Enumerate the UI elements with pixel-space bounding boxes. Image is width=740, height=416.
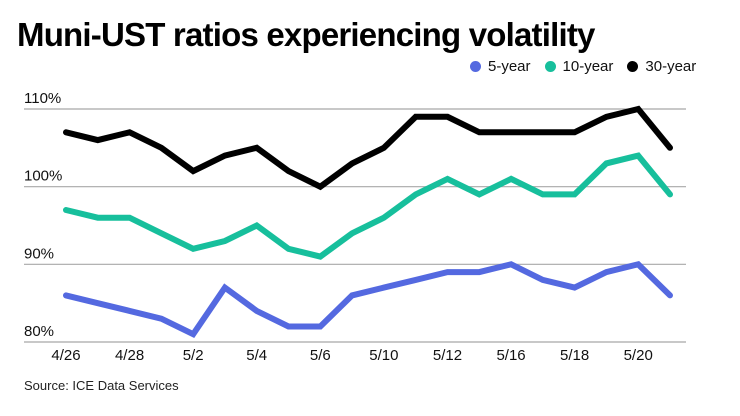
legend: 5-year 10-year 30-year bbox=[470, 58, 696, 75]
x-tick-label: 5/20 bbox=[624, 347, 653, 364]
legend-item-5-year: 5-year bbox=[470, 58, 531, 75]
gridlines bbox=[24, 108, 686, 343]
legend-item-30-year: 30-year bbox=[627, 58, 696, 75]
y-tick-label: 80% bbox=[24, 323, 54, 340]
x-tick-label: 5/18 bbox=[560, 347, 589, 364]
x-tick-label: 5/4 bbox=[246, 347, 267, 364]
legend-label-30-year: 30-year bbox=[645, 58, 697, 75]
x-tick-label: 4/28 bbox=[115, 347, 144, 364]
series-line-30-year bbox=[63, 105, 673, 191]
source-note: Source: ICE Data Services bbox=[24, 378, 179, 393]
y-tick-label: 100% bbox=[24, 168, 62, 185]
series-lines bbox=[63, 105, 673, 339]
legend-label-5-year: 5-year bbox=[488, 58, 531, 75]
x-tick-label: 5/10 bbox=[369, 347, 398, 364]
x-tick-label: 5/12 bbox=[433, 347, 462, 364]
legend-label-10-year: 10-year bbox=[562, 58, 614, 75]
legend-dot-5-year bbox=[470, 61, 481, 72]
legend-dot-30-year bbox=[627, 61, 639, 72]
x-tick-label: 4/26 bbox=[51, 347, 80, 364]
chart-title: Muni-UST ratios experiencing volatility bbox=[17, 16, 595, 53]
x-tick-label: 5/2 bbox=[183, 347, 204, 364]
x-tick-label: 5/16 bbox=[496, 347, 525, 364]
legend-dot-10-year bbox=[544, 61, 556, 72]
y-tick-label: 110% bbox=[24, 90, 61, 107]
x-tick-label: 5/6 bbox=[310, 347, 331, 364]
series-line-5-year bbox=[63, 260, 673, 339]
x-axis-ticks: 4/26 4/28 5/2 5/4 5/6 5/10 5/12 5/16 5/18 5/20 bbox=[51, 347, 652, 364]
y-tick-label: 90% bbox=[24, 245, 54, 262]
series-line-10-year bbox=[63, 152, 673, 260]
legend-item-10-year: 10-year bbox=[544, 58, 614, 75]
y-axis-ticks: 80% 90% 100% 110% bbox=[24, 90, 62, 340]
